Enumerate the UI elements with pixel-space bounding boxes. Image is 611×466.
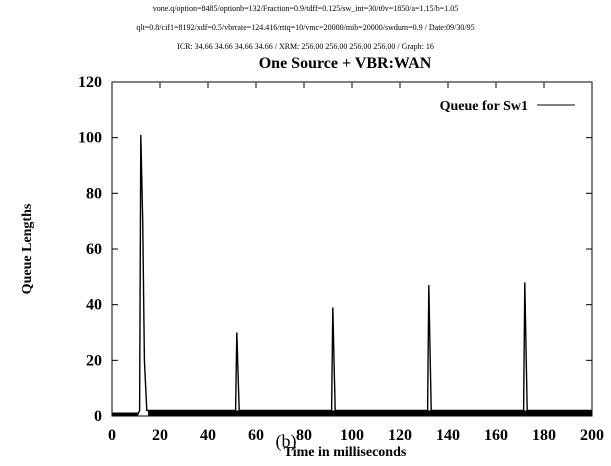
x-tick-label: 200 <box>580 427 604 444</box>
legend-label: Queue for Sw1 <box>440 99 528 114</box>
parameter-line-1: vone.q/option=8485/optionb=132/Fraction=… <box>153 4 459 13</box>
panel-label: (b) <box>276 431 297 452</box>
legend: Queue for Sw1 <box>440 99 575 114</box>
x-tick-label: 120 <box>388 427 412 444</box>
x-tick-label: 140 <box>436 427 460 444</box>
x-tick-label: 0 <box>108 427 116 444</box>
y-tick-label: 0 <box>94 408 102 425</box>
chart-title: One Source + VBR:WAN <box>259 55 432 72</box>
x-tick-label: 100 <box>340 427 364 444</box>
y-tick-label: 60 <box>86 241 102 258</box>
y-tick-label: 100 <box>78 130 102 147</box>
x-tick-label: 80 <box>296 427 312 444</box>
x-tick-label: 40 <box>200 427 216 444</box>
y-tick-label: 80 <box>86 185 102 202</box>
parameter-line-2: qlt=0.8/cif1=8192/xdf=0.5/vbrrate=124.41… <box>136 23 474 32</box>
series-line <box>112 134 592 414</box>
series-baseline-band <box>148 410 592 416</box>
axes-ticks: 0 20 40 60 80 100 120 140 160 180 200 0 20 40 60 80 100 1… <box>78 74 604 444</box>
series-queue-for-sw1 <box>112 134 592 416</box>
x-tick-label: 160 <box>484 427 508 444</box>
y-tick-label: 40 <box>86 297 102 314</box>
x-axis-label: Time in milliseconds <box>284 445 407 460</box>
series-baseline-band <box>112 413 139 416</box>
y-axis-label: Queue Lengths <box>20 203 35 294</box>
y-tick-label: 120 <box>78 74 102 91</box>
y-tick-label: 20 <box>86 352 102 369</box>
x-tick-label: 60 <box>248 427 264 444</box>
x-tick-label: 180 <box>532 427 556 444</box>
plot-frame <box>111 81 593 417</box>
x-tick-label: 20 <box>152 427 168 444</box>
parameter-line-3: ICR: 34.66 34.66 34.66 34.66 / XRM: 256.… <box>177 42 434 51</box>
